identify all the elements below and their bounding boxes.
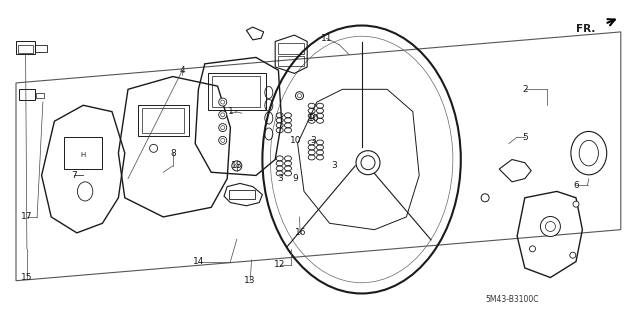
Bar: [36, 93, 44, 98]
Text: 6: 6: [573, 181, 579, 189]
Text: 11: 11: [321, 34, 332, 43]
Circle shape: [219, 123, 227, 132]
Bar: [208, 73, 266, 110]
Circle shape: [232, 161, 242, 171]
Text: 7: 7: [71, 171, 76, 180]
Text: 12: 12: [274, 260, 285, 269]
Bar: [229, 190, 255, 199]
Bar: [212, 76, 260, 107]
Text: 3: 3: [332, 161, 337, 170]
Circle shape: [529, 246, 536, 252]
Bar: [278, 43, 304, 54]
Circle shape: [221, 126, 225, 130]
Circle shape: [573, 201, 579, 207]
Circle shape: [361, 156, 375, 170]
Circle shape: [221, 113, 225, 117]
Bar: [16, 41, 35, 54]
Circle shape: [481, 194, 489, 202]
Circle shape: [219, 111, 227, 119]
Text: 5M43-B3100C: 5M43-B3100C: [485, 295, 539, 304]
Bar: [64, 137, 102, 169]
Text: 2: 2: [522, 85, 527, 94]
Text: 10: 10: [308, 114, 319, 122]
Text: 8: 8: [170, 149, 175, 158]
Text: 14: 14: [193, 257, 204, 266]
Text: 10: 10: [290, 136, 301, 145]
Text: 13: 13: [244, 276, 255, 285]
Bar: [138, 105, 189, 136]
Circle shape: [235, 164, 239, 168]
Circle shape: [540, 217, 561, 236]
Text: 3: 3: [277, 174, 282, 183]
Text: 17: 17: [21, 212, 33, 221]
Text: 18: 18: [231, 161, 243, 170]
Circle shape: [356, 151, 380, 175]
Text: 3: 3: [311, 136, 316, 145]
Circle shape: [570, 252, 576, 258]
Text: 4: 4: [180, 66, 185, 75]
Bar: [19, 89, 35, 100]
Bar: [278, 56, 304, 66]
Text: 9: 9: [309, 114, 314, 122]
Circle shape: [545, 221, 556, 232]
Bar: [142, 108, 184, 133]
Text: 16: 16: [295, 228, 307, 237]
Circle shape: [298, 94, 301, 98]
Circle shape: [221, 100, 225, 104]
Text: 9: 9: [293, 174, 298, 183]
Circle shape: [219, 136, 227, 145]
Bar: [18, 45, 33, 53]
Circle shape: [221, 138, 225, 142]
Text: 5: 5: [522, 133, 527, 142]
Circle shape: [296, 92, 303, 100]
Circle shape: [219, 98, 227, 106]
Text: 15: 15: [21, 273, 33, 282]
Text: FR.: FR.: [576, 24, 595, 34]
Bar: [35, 45, 47, 52]
Circle shape: [150, 144, 157, 152]
Text: H: H: [81, 152, 86, 158]
Text: 1: 1: [228, 107, 233, 116]
